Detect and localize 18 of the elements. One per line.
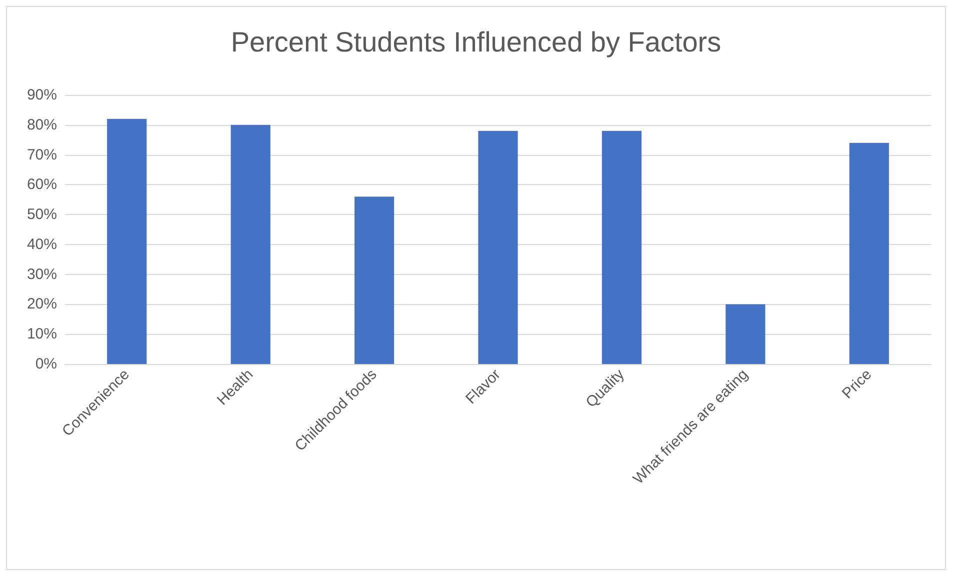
bar <box>602 130 642 364</box>
y-tick-label: 10% <box>26 326 57 343</box>
y-tick-label: 70% <box>26 146 57 164</box>
bar <box>849 142 889 364</box>
bar <box>478 130 518 364</box>
bar <box>230 124 270 364</box>
y-tick-label: 0% <box>35 356 57 372</box>
y-tick-label: 60% <box>26 176 57 194</box>
y-tick-label: 20% <box>26 296 57 313</box>
y-tick-label: 30% <box>26 266 57 283</box>
bar <box>107 118 147 364</box>
y-tick-label: 90% <box>26 86 57 104</box>
y-tick-label: 80% <box>26 116 57 134</box>
chart-title: Percent Students Influenced by Factors <box>230 26 722 58</box>
y-tick-label: 40% <box>26 236 57 253</box>
bar <box>726 304 766 364</box>
bar <box>354 196 394 364</box>
y-tick-label: 50% <box>26 206 57 224</box>
